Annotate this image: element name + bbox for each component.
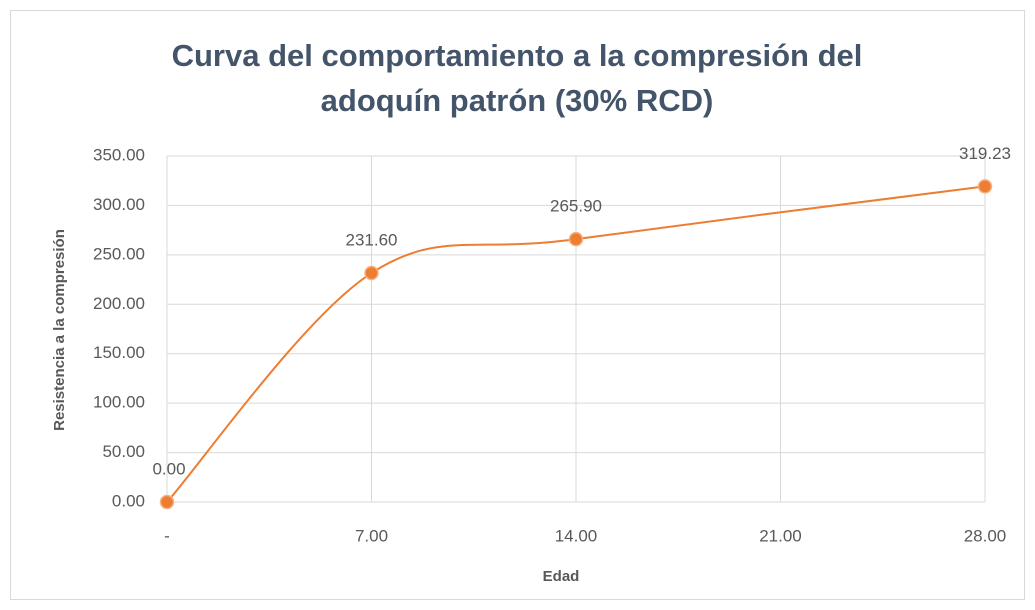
chart-border xyxy=(10,10,1025,600)
marker xyxy=(364,265,379,281)
y-tick-label: 250.00 xyxy=(93,244,145,263)
y-tick-label: 150.00 xyxy=(93,343,145,362)
x-tick-label: - xyxy=(164,526,170,545)
line xyxy=(166,185,986,503)
data-label: 0.00 xyxy=(152,459,185,478)
x-tick-label: 14.00 xyxy=(555,526,598,545)
x-tick-label: 28.00 xyxy=(964,526,1007,545)
chart-title: adoquín patrón (30% RCD) xyxy=(321,83,714,118)
y-axis-title: Resistencia a la compresión xyxy=(51,229,68,431)
x-axis-title: Edad xyxy=(543,568,580,585)
y-tick-label: 350.00 xyxy=(93,145,145,164)
y-tick-label: 50.00 xyxy=(102,442,145,461)
data-label: 319.23 xyxy=(959,144,1011,163)
marker xyxy=(159,494,175,510)
marker xyxy=(977,179,993,194)
data-label: 265.90 xyxy=(550,197,602,216)
chart-title: Curva del comportamiento a la compresión… xyxy=(172,38,863,73)
y-tick-label: 100.00 xyxy=(93,393,145,412)
x-tick-label: 7.00 xyxy=(355,526,388,545)
y-tick-label: 0.00 xyxy=(112,491,145,510)
data-label: 231.60 xyxy=(346,231,398,250)
y-tick-label: 200.00 xyxy=(93,294,145,313)
y-tick-label: 300.00 xyxy=(93,195,145,214)
marker xyxy=(568,231,584,247)
x-tick-label: 21.00 xyxy=(759,526,802,545)
